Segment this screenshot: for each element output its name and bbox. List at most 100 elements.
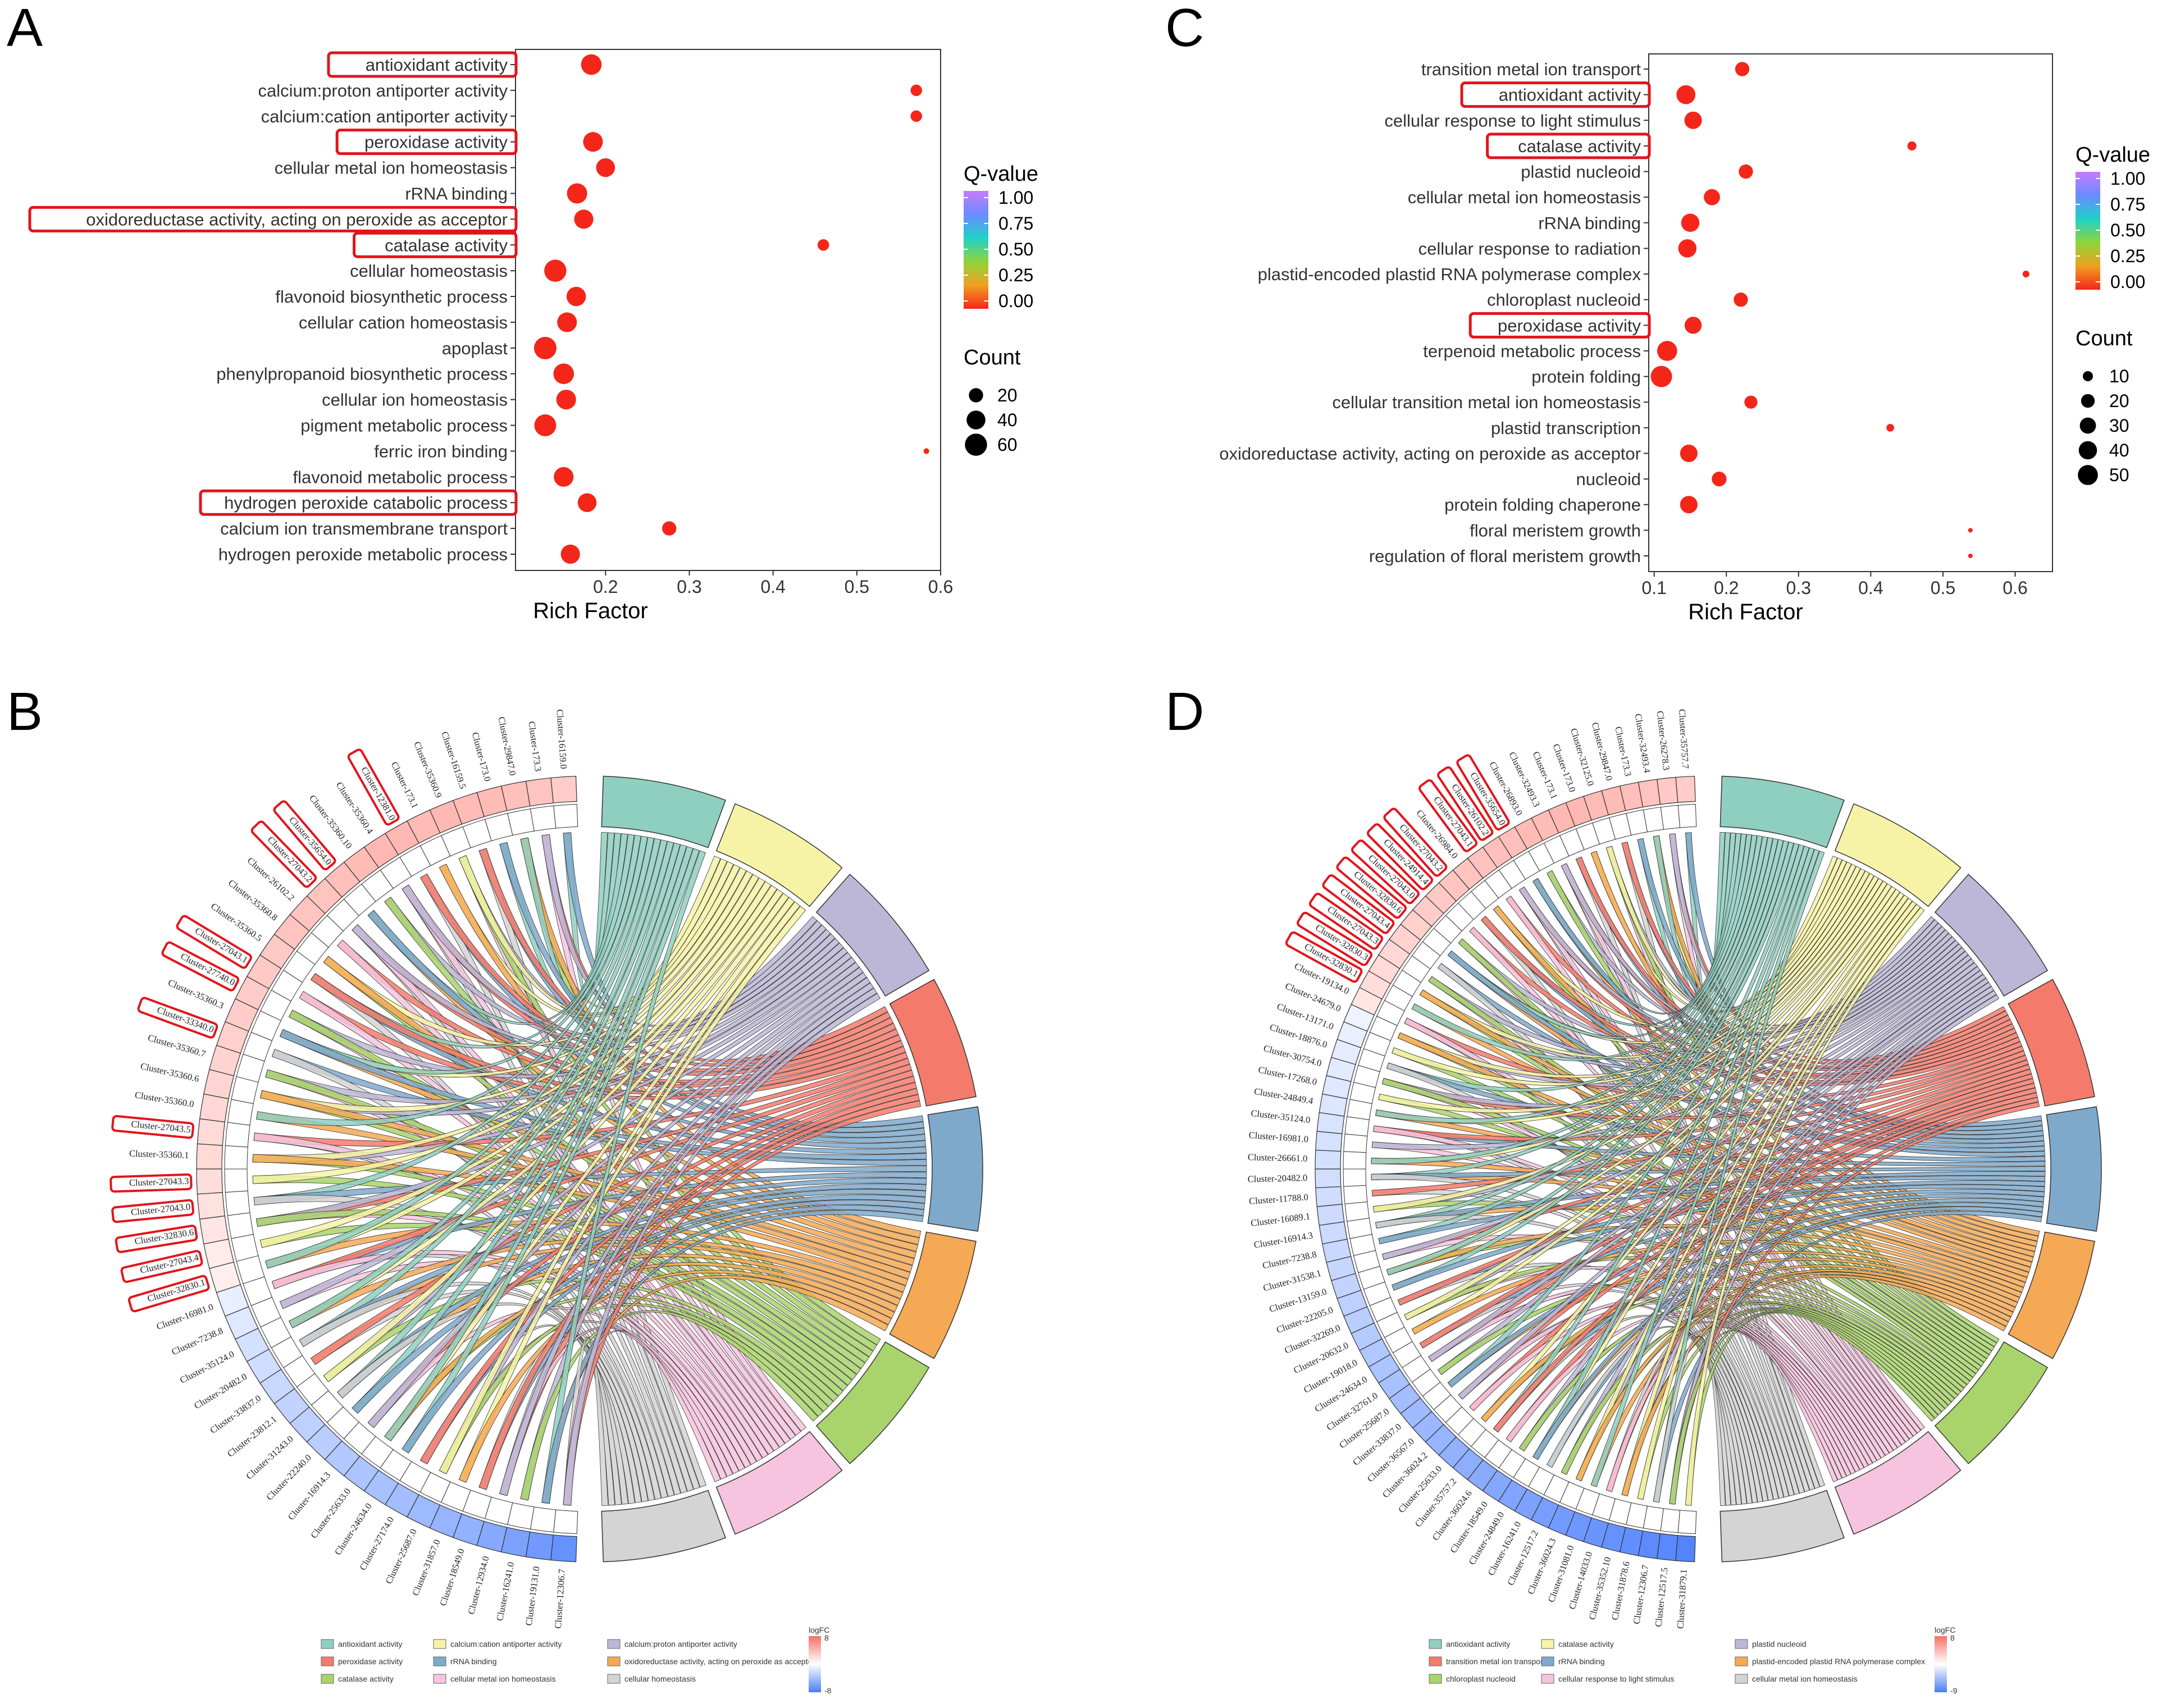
gene-label-cluster-32493-4: Cluster-32493.4 [1633,713,1653,774]
point-pigment-metabolic-process [534,414,557,436]
y-label-ferric-iron-binding: ferric iron binding [374,441,508,461]
gene-sector-cluster-16159-0 [550,775,577,803]
legend-swatch-rrna-binding [433,1656,446,1666]
point-chloroplast-nucleoid [1734,293,1748,307]
y-label-cellular-transition-metal-ion-homeostasis: cellular transition metal ion homeostasi… [1332,392,1641,412]
y-label-plastid-transcription: plastid transcription [1491,418,1641,438]
gene-sector-cluster-27043-0 [197,1192,226,1220]
gene-label-cluster-35757-7: Cluster-35757.7 [1677,709,1691,769]
term-sector-cellular-metal-ion-homeostasis [715,1431,843,1535]
chord-link-b [499,982,874,1496]
gene-inner-sector [1343,1134,1368,1153]
point-cellular-transition-metal-ion-homeostasis [1744,395,1758,409]
x-tick-label: 0.1 [1641,578,1666,598]
gene-inner-sector [530,1506,557,1533]
count-legend-dot [2083,371,2093,381]
point-cellular-cation-homeostasis [557,312,577,332]
count-legend-dot [2081,394,2095,408]
logfc-max-label: 8 [1950,1633,1955,1642]
point-protein-folding [1650,366,1672,387]
gene-inner-sector [507,1502,535,1529]
q-legend-label: 0.25 [998,265,1033,285]
point-flavonoid-biosynthetic-process [566,286,586,307]
gene-label-cluster-16159-0: Cluster-16159.0 [554,709,569,769]
gene-highlight-box [115,1225,198,1253]
chord-link-d [1458,974,1986,1400]
point-protein-folding-chaperone [1680,496,1698,514]
chord-link-d [1371,837,1773,1164]
gene-sector-cluster-35124-0 [1316,1112,1345,1134]
gene-label-cluster-173-1: Cluster-173.1 [389,760,421,810]
point-rrna-binding [567,183,587,204]
legend-label-cellular-response-to-light-stimulus: cellular response to light stimulus [1558,1674,1674,1683]
point-peroxidase-activity [1684,317,1702,334]
chord-link-b [384,846,694,1441]
chord-link-b [289,1010,865,1369]
gene-label-cluster-19131-0: Cluster-19131.0 [523,1565,542,1626]
legend-label-plastid-encoded-plastid-rna-polymerase-complex: plastid-encoded plastid RNA polymerase c… [1752,1657,1925,1666]
gene-inner-sector [1343,1185,1368,1204]
gene-inner-sector [1677,803,1697,828]
point-flavonoid-metabolic-process [554,467,574,487]
plot-frame [1648,53,2053,572]
q-legend-title: Q-value [2076,143,2150,167]
gene-highlight-box [176,915,252,969]
gene-label-cluster-27043-3: Cluster-27043.3 [129,1176,189,1188]
gene-inner-sector [1344,1116,1370,1137]
gene-sector-cluster-20482-0 [1315,1168,1342,1189]
chord-link-b [256,1209,843,1397]
term-sector-cellular-homeostasis [601,1490,726,1563]
legend-label-plastid-nucleoid: plastid nucleoid [1752,1640,1807,1648]
q-legend-label: 0.75 [2110,194,2145,214]
count-legend-label: 60 [997,435,1018,455]
point-cellular-metal-ion-homeostasis [1704,189,1720,205]
gene-highlight-box [1367,823,1434,890]
legend-swatch-chloroplast-nucleoid [1429,1674,1442,1684]
chord-link-d [1373,880,1888,1213]
chord-link-d [1404,886,1896,1321]
gene-sector-cluster-35757-7 [1675,775,1696,803]
chord-link-d [1481,1258,2016,1422]
gene-sector-cluster-27043-3 [196,1168,223,1195]
point-peroxidase-activity [583,132,603,152]
chord-link-b [252,878,765,1184]
highlight-box-oxidoreductase-activity-acting-on-peroxide-as-acceptor [28,205,518,232]
point-calcium-proton-antiporter-activity [910,84,922,97]
point-transition-metal-ion-transport [1735,62,1750,76]
gene-highlight-box [1308,893,1383,950]
highlight-box-peroxidase-activity [335,129,518,156]
count-legend-label: 20 [997,385,1018,405]
count-legend-label: 30 [2109,415,2129,436]
gene-sector-cluster-12517-5 [1656,1533,1678,1561]
gene-label-cluster-16981-0: Cluster-16981.0 [1248,1130,1309,1145]
legend-swatch-cellular-homeostasis [607,1674,621,1684]
gene-label-cluster-16159-5: Cluster-16159.5 [439,730,468,790]
y-label-flavonoid-metabolic-process: flavonoid metabolic process [293,467,508,487]
gene-highlight-box [111,1199,194,1223]
point-cellular-response-to-radiation [1678,239,1697,258]
point-calcium-ion-transmembrane-transport [662,521,677,536]
gene-label-cluster-16241-0: Cluster-16241.0 [494,1561,516,1622]
gene-inner-sector [553,803,578,829]
gene-label-cluster-31879-1: Cluster-31879.1 [1675,1569,1689,1629]
point-terpenoid-metabolic-process [1657,341,1677,361]
chord-link-b [252,1154,909,1286]
q-legend-label: 0.75 [998,213,1033,234]
chord-link-b [323,893,789,1382]
chord-link-d [1411,834,1758,1061]
gene-sector-cluster-26661-0 [1315,1149,1342,1170]
legend-swatch-rrna-binding [1541,1656,1554,1666]
legend-swatch-calcium-cation-antiporter-activity [433,1639,446,1649]
count-legend-dot [969,388,983,403]
y-label-protein-folding: protein folding [1531,367,1641,387]
legend-label-peroxidase-activity: peroxidase activity [338,1657,403,1666]
legend-label-transition-metal-ion-transport: transition metal ion transport [1446,1657,1545,1666]
term-sector-peroxidase-activity [889,979,977,1107]
gene-inner-sector [224,1168,248,1193]
chord-link-b [337,939,786,1447]
x-tick-label: 0.2 [593,577,618,597]
chord-link-d [1447,1193,2045,1388]
chord-link-d [1375,836,1768,1124]
gene-inner-sector [1343,1168,1367,1187]
